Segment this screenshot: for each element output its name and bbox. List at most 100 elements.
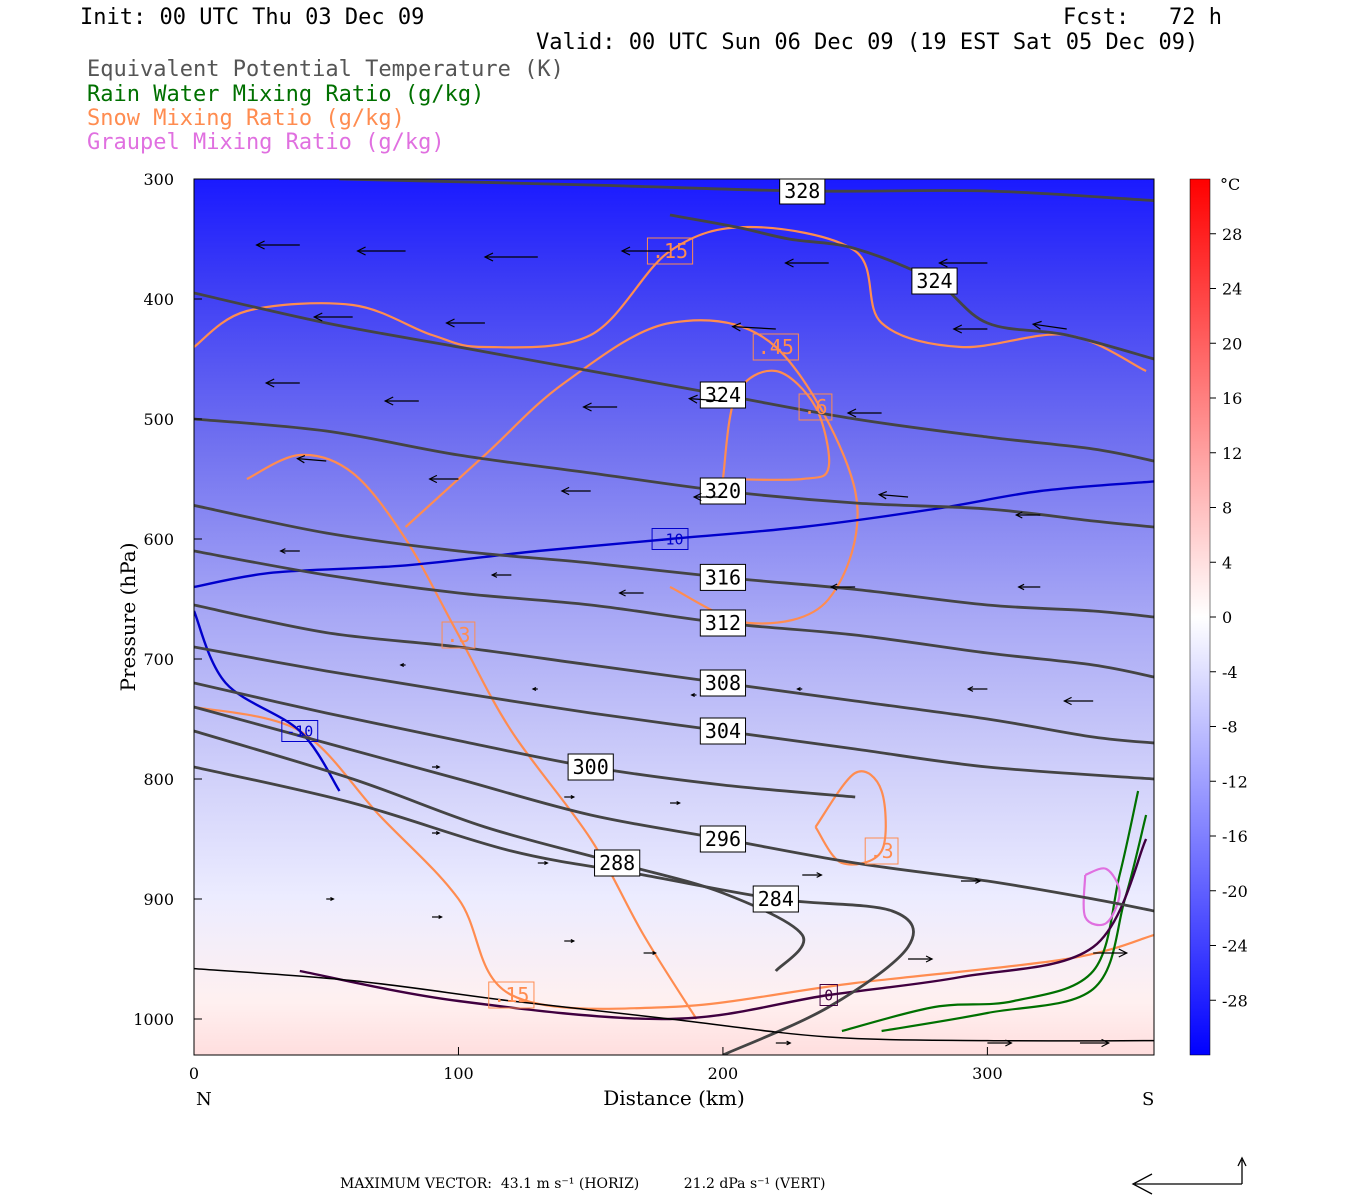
wind-vector-26 (1017, 583, 1041, 591)
colorbar-tick-label: 4 (1222, 553, 1232, 572)
temperature-contour-0-label-box (651, 528, 689, 550)
theta-e-contour-1 (669, 213, 1154, 361)
x-tick-label: 0 (189, 1064, 199, 1083)
x-axis-label: Distance (km) (603, 1086, 745, 1110)
surface-line (194, 967, 1154, 1042)
theta-e-contour-5-label: 312 (705, 611, 741, 635)
wind-vector-33 (432, 764, 441, 770)
wind-vector-39 (960, 878, 982, 884)
colorbar-tick-label: -16 (1222, 827, 1248, 846)
theta-e-contour-4-label: 316 (705, 566, 741, 590)
wind-vector-8 (731, 322, 776, 332)
plot-frame (193, 178, 1155, 1056)
x-tick-label: 300 (972, 1064, 1003, 1083)
rain-contour-0 (841, 790, 1140, 1033)
theta-e-contour-5-label-box (699, 609, 747, 637)
wind-vector-13 (582, 402, 618, 412)
theta-e-contour-1-label-box (911, 267, 958, 295)
colorbar-tick-label: 16 (1222, 389, 1242, 408)
wind-vector-47 (987, 1039, 1013, 1047)
x-axis: 0 100 200 300 (189, 1047, 1003, 1083)
snow-contour-0 (194, 225, 1147, 373)
wind-vector-4 (784, 258, 829, 268)
y-tick-label: 600 (143, 530, 174, 549)
wind-vector-18 (560, 486, 591, 496)
wind-vector-1 (356, 246, 406, 256)
wind-vector-9 (952, 324, 988, 334)
temperature-contour-1-label-box (281, 720, 319, 742)
south-label: S (1142, 1089, 1154, 1110)
y-tick-label: 500 (143, 410, 174, 429)
wind-vector-23 (490, 572, 512, 578)
snow-contour-3-label-box (441, 621, 476, 649)
wind-vector-19 (692, 492, 723, 502)
colorbar-tick-label: 20 (1222, 334, 1242, 353)
graupel-contour-0 (1082, 867, 1121, 927)
wind-vector-45 (1093, 948, 1129, 958)
temperature-contour-2-label: 0 (824, 986, 833, 1004)
snow-contour-5-label-box (488, 981, 535, 1009)
colorbar-tick-label: -28 (1222, 991, 1248, 1010)
colorbar-tick-label: -8 (1222, 718, 1238, 737)
temperature-contour-1 (194, 610, 341, 792)
theta-e-contour-7 (194, 645, 1154, 781)
theta-e-contour-10-label-box (594, 849, 641, 877)
snow-contour-1 (404, 319, 859, 625)
legend-theta-e: Equivalent Potential Temperature (K) (87, 57, 564, 82)
colorbar-tick-label: -12 (1222, 772, 1248, 791)
wind-vector-12 (383, 396, 419, 406)
wind-vector-7 (445, 318, 485, 328)
colorbar (1189, 178, 1211, 1056)
colorbar-tick-label: 28 (1222, 225, 1242, 244)
colorbar-ticks: 28 24 20 16 12 8 4 0 -4 -8 -12 -16 -20 -24 -28 (1210, 225, 1248, 1010)
theta-e-contour-6-label-box (699, 669, 747, 697)
theta-e-contour-8 (194, 681, 856, 799)
theta-e-contour-2-label: 324 (705, 383, 741, 407)
theta-e-contour-1-label: 324 (916, 269, 952, 293)
theta-e-contour-8-label-box (567, 753, 614, 781)
wind-vector-21 (1014, 511, 1041, 519)
temperature-contour-0 (194, 480, 1154, 589)
y-axis-label: Pressure (hPa) (116, 543, 140, 692)
wind-vector-48 (1079, 1038, 1111, 1048)
wind-vector-36 (432, 830, 441, 836)
snow-contour-2-label-box (798, 393, 833, 421)
y-tick-label: 700 (143, 650, 174, 669)
theta-e-contour-0-label: 328 (784, 179, 820, 203)
theta-e-contour-8-label: 300 (573, 755, 609, 779)
wind-vector-34 (564, 794, 576, 800)
theta-e-contour-9-label: 296 (705, 827, 741, 851)
snow-contour-5-label: .15 (493, 983, 529, 1007)
wind-vector-43 (643, 950, 657, 956)
wind-vector-31 (966, 686, 988, 692)
colorbar-tick-label: 24 (1222, 280, 1242, 299)
y-tick-label: 400 (143, 290, 174, 309)
theta-e-contour-7-label: 304 (705, 719, 741, 743)
wind-vector-25 (829, 583, 856, 591)
theta-e-contour-11 (194, 765, 915, 1055)
wind-vector-32 (1063, 696, 1094, 706)
wind-vector-35 (670, 800, 681, 806)
wind-vector-15 (846, 408, 882, 418)
y-tick-label: 800 (143, 770, 174, 789)
colorbar-tick-label: -4 (1222, 663, 1238, 682)
wind-vector-46 (775, 1040, 792, 1046)
legend-graupel: Graupel Mixing Ratio (g/kg) (87, 130, 445, 155)
y-tick-label: 1000 (133, 1010, 174, 1029)
theta-e-contour-10 (194, 729, 806, 972)
snow-contour-3 (246, 453, 698, 1020)
wind-vector-28 (531, 686, 538, 692)
wind-vector-10 (1031, 320, 1067, 330)
wind-vector-3 (620, 246, 671, 256)
init-time: Init: 00 UTC Thu 03 Dec 09 (80, 5, 425, 30)
snow-contour-4-label: .3 (870, 839, 894, 863)
wind-vector-40 (326, 896, 335, 902)
snow-contour-1-label-box (752, 333, 799, 361)
wind-vector-14 (687, 394, 723, 404)
theta-e-contour-11-label: 284 (758, 887, 794, 911)
wind-vector-17 (428, 474, 459, 484)
wind-vector-22 (279, 548, 300, 554)
colorbar-unit: °C (1220, 175, 1240, 194)
snow-contour-4-label-box (864, 837, 899, 865)
